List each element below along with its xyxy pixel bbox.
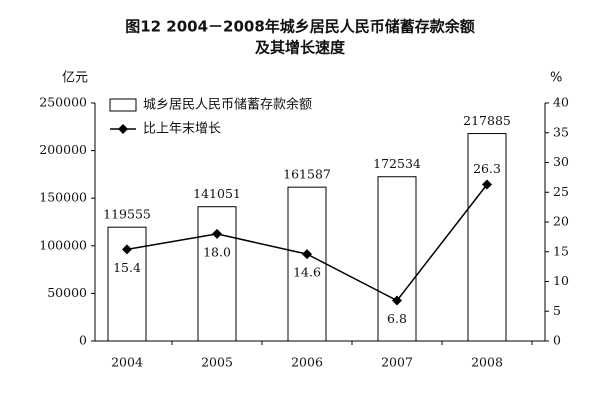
y2-tick-label: 40 (553, 95, 569, 110)
bar (467, 133, 507, 342)
bar (287, 186, 327, 342)
bar-value-label: 141051 (193, 186, 241, 201)
y-tick-label: 250000 (39, 95, 87, 110)
y-tick-label: 0 (79, 333, 87, 348)
marker (302, 249, 312, 260)
y2-tick-label: 25 (553, 184, 569, 199)
line-value-label: 26.3 (473, 161, 501, 176)
x-tick-label: 2007 (381, 355, 413, 370)
y2-tick-label: 35 (553, 124, 569, 139)
y-axis-label: 亿元 (62, 71, 88, 86)
marker (212, 228, 222, 239)
y2-tick-label: 30 (553, 154, 569, 169)
bar-value-label: 161587 (283, 167, 331, 182)
marker (392, 295, 402, 306)
y2-tick-label: 5 (553, 303, 561, 318)
legend-swatch (109, 98, 137, 112)
chart-title: 及其增长速度 (255, 39, 346, 57)
bar-value-label: 172534 (373, 156, 421, 171)
chart-title: 图12 2004－2008年城乡居民人民币储蓄存款余额 (125, 18, 475, 36)
y-tick-label: 100000 (39, 237, 87, 252)
legend-label: 城乡居民人民币储蓄存款余额 (143, 97, 312, 113)
bar (197, 206, 237, 342)
bar-value-label: 119555 (103, 207, 151, 222)
y2-tick-label: 20 (553, 214, 569, 229)
y2-tick-label: 0 (553, 333, 561, 348)
bar-value-label: 217885 (463, 113, 511, 128)
legend-label: 比上年末增长 (143, 122, 221, 137)
marker (122, 244, 132, 255)
line-value-label: 6.8 (387, 311, 407, 326)
bar (377, 176, 417, 342)
line-value-label: 14.6 (293, 265, 321, 280)
bar (107, 226, 147, 342)
line-value-label: 15.4 (113, 260, 141, 275)
y2-axis-label: % (550, 71, 562, 86)
line-value-label: 18.0 (203, 244, 231, 259)
marker (482, 179, 492, 190)
x-tick-label: 2006 (291, 355, 323, 370)
y2-tick-label: 15 (553, 243, 569, 258)
x-tick-label: 2004 (111, 355, 143, 370)
y-tick-label: 200000 (39, 142, 87, 157)
x-tick-label: 2005 (201, 355, 233, 370)
y-tick-label: 50000 (47, 285, 87, 300)
y2-tick-label: 10 (553, 273, 569, 288)
x-tick-label: 2008 (471, 355, 503, 370)
y-tick-label: 150000 (39, 190, 87, 205)
legend-swatch (118, 124, 128, 134)
